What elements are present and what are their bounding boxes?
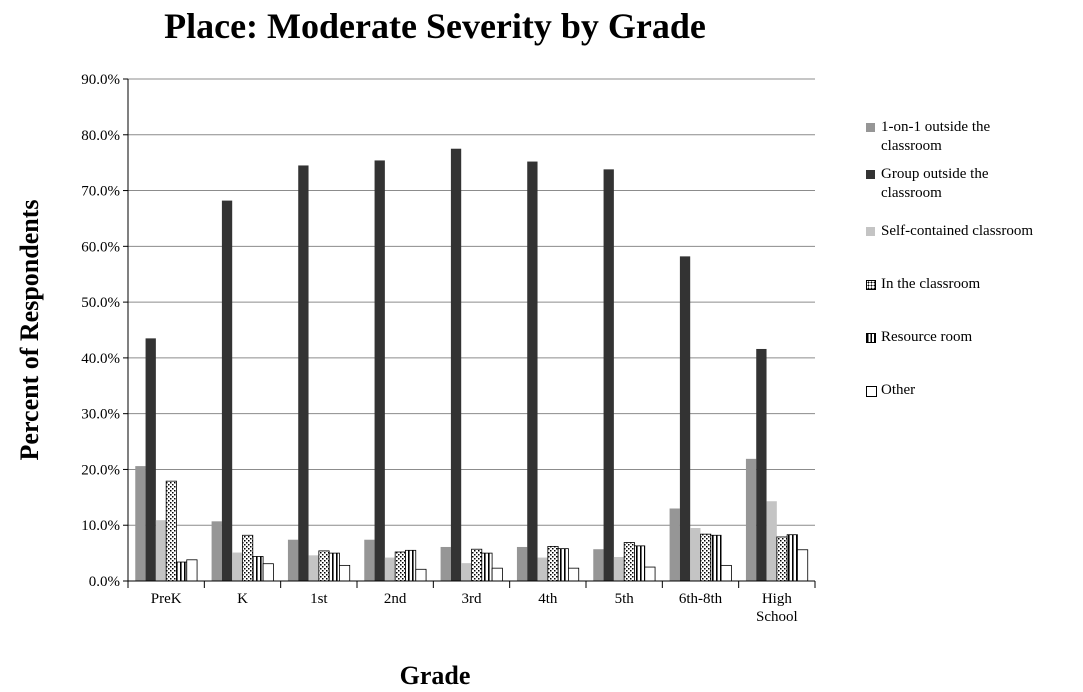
bar: [745, 458, 757, 581]
y-tick-label: 50.0%: [81, 295, 120, 311]
legend-swatch: [866, 123, 875, 132]
y-tick-label: 60.0%: [81, 239, 120, 255]
bar: [461, 563, 472, 581]
bar: [766, 501, 777, 581]
legend-swatch: [866, 386, 877, 397]
bar: [287, 539, 299, 581]
bar: [242, 534, 254, 582]
bar: [405, 549, 417, 582]
bar: [593, 549, 604, 581]
bar: [700, 533, 712, 582]
bar: [537, 557, 548, 581]
x-tick-label: 6th-8th: [678, 591, 723, 607]
bar: [155, 520, 167, 581]
bar: [374, 160, 385, 582]
legend-label: Self-contained classroom: [881, 223, 1034, 239]
x-tick-label: 4th: [538, 591, 558, 607]
bar: [364, 539, 375, 581]
bar: [557, 548, 569, 582]
legend-label: In the classroom: [881, 276, 981, 292]
bar: [252, 556, 264, 582]
legend-swatch: [866, 280, 876, 290]
bar: [797, 549, 809, 582]
bar: [720, 564, 732, 582]
y-tick-label: 0.0%: [89, 574, 120, 590]
bar: [135, 466, 146, 581]
bar: [471, 548, 483, 582]
legend-label: Group outside the classroom: [881, 166, 989, 201]
bar: [491, 567, 503, 582]
bar: [679, 256, 691, 581]
bar: [613, 557, 625, 581]
bar: [308, 555, 319, 581]
bar: [440, 546, 451, 581]
bar: [165, 480, 177, 582]
bar: [481, 552, 493, 582]
bar: [690, 528, 701, 581]
bar: [145, 338, 156, 581]
y-tick-label: 70.0%: [81, 184, 120, 200]
bar: [221, 200, 233, 581]
y-tick-label: 30.0%: [81, 407, 120, 423]
y-axis-title: Percent of Respondents: [15, 200, 44, 461]
x-tick-label: 2nd: [383, 591, 407, 607]
bar: [623, 542, 635, 582]
bar: [339, 564, 351, 582]
bar: [298, 165, 309, 581]
y-tick-label: 20.0%: [81, 462, 120, 478]
bar: [516, 546, 528, 581]
bar: [644, 566, 656, 582]
x-axis-title: Grade: [400, 661, 471, 690]
x-tick-label: 5th: [614, 591, 634, 607]
legend-label: Other: [881, 382, 916, 398]
legend-swatch: [866, 170, 875, 179]
bar: [527, 161, 538, 581]
bar: [186, 559, 198, 582]
bar: [318, 550, 330, 582]
bar: [450, 148, 462, 581]
x-tick-label: K: [237, 591, 248, 607]
legend-label: 1-on-1 outside the classroom: [881, 119, 991, 154]
x-tick-label: 1st: [310, 591, 328, 607]
bar: [232, 552, 243, 581]
bar: [710, 534, 722, 582]
bar: [328, 552, 340, 582]
y-tick-label: 10.0%: [81, 518, 120, 534]
legend-label: Resource room: [881, 329, 973, 345]
bar: [211, 521, 222, 581]
bar: [776, 536, 788, 582]
bar: [603, 169, 614, 582]
x-tick-label: 3rd: [461, 591, 482, 607]
bar: [669, 508, 680, 581]
x-tick-label: PreK: [150, 591, 182, 607]
bar: [547, 546, 559, 582]
bar: [394, 551, 406, 582]
bar: [262, 563, 274, 582]
y-tick-label: 40.0%: [81, 351, 120, 367]
y-tick-label: 90.0%: [81, 72, 120, 88]
y-tick-label: 80.0%: [81, 128, 120, 144]
bar: [568, 567, 580, 582]
bar: [634, 545, 646, 582]
chart-title: Place: Moderate Severity by Grade: [164, 6, 706, 46]
bar: [786, 534, 798, 582]
legend-swatch: [866, 227, 875, 236]
bar: [756, 348, 767, 581]
legend-swatch: [866, 333, 876, 343]
x-tick-label: High School: [755, 591, 798, 625]
bar: [176, 561, 188, 582]
bar: [415, 568, 427, 582]
bar: [384, 557, 396, 581]
